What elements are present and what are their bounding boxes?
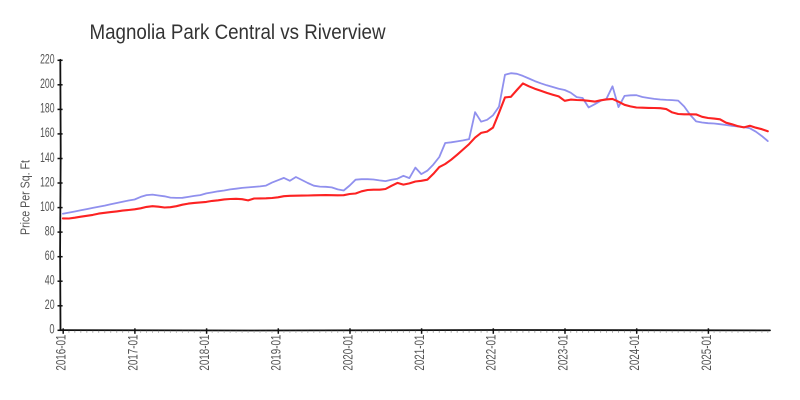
svg-text:220: 220 <box>40 51 55 67</box>
svg-text:2019-01: 2019-01 <box>268 334 284 370</box>
svg-text:180: 180 <box>40 100 55 116</box>
svg-text:0: 0 <box>49 321 54 337</box>
svg-text:120: 120 <box>40 173 55 189</box>
svg-text:20: 20 <box>45 296 55 312</box>
svg-text:80: 80 <box>45 222 55 238</box>
svg-text:2024-01: 2024-01 <box>626 334 642 370</box>
svg-text:2020-01: 2020-01 <box>339 334 355 370</box>
svg-text:160: 160 <box>40 124 55 140</box>
svg-text:2023-01: 2023-01 <box>554 334 570 370</box>
svg-text:2021-01: 2021-01 <box>411 334 427 370</box>
svg-text:Magnolia Park Central vs River: Magnolia Park Central vs Riverview <box>90 21 387 44</box>
svg-text:2016-01: 2016-01 <box>53 334 69 370</box>
svg-text:200: 200 <box>40 75 55 91</box>
svg-text:40: 40 <box>45 272 55 288</box>
svg-text:2025-01: 2025-01 <box>698 334 714 370</box>
svg-text:Price Per Sq. Ft: Price Per Sq. Ft <box>18 160 33 235</box>
svg-text:2017-01: 2017-01 <box>124 334 140 370</box>
svg-text:140: 140 <box>40 149 55 165</box>
svg-text:2022-01: 2022-01 <box>483 334 499 370</box>
svg-text:2018-01: 2018-01 <box>196 334 212 370</box>
svg-text:100: 100 <box>40 198 55 214</box>
svg-text:60: 60 <box>45 247 55 263</box>
